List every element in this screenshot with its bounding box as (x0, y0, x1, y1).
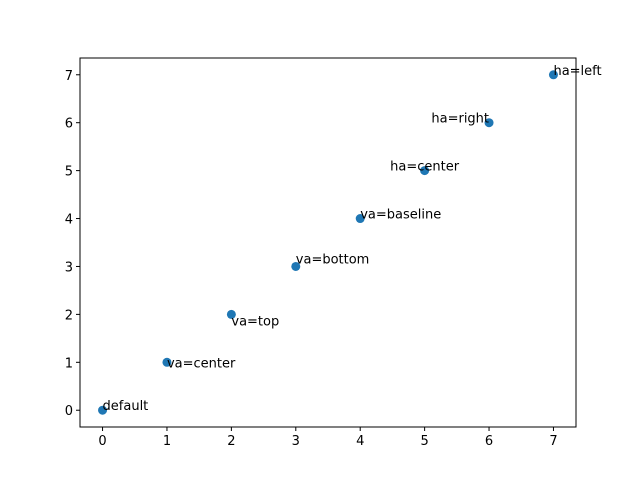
axis-ticks: 0 1 2 3 4 5 6 7 0 1 2 3 4 5 6 7 (65, 69, 558, 449)
data-point (355, 214, 365, 224)
data-point (420, 166, 430, 176)
data-point (548, 70, 558, 80)
point-label: va=top (231, 314, 279, 329)
x-tick-label: 6 (485, 434, 493, 449)
x-tick-label: 5 (420, 434, 428, 449)
data-point (226, 309, 236, 319)
axes-frame (79, 57, 577, 428)
x-tick-label: 2 (227, 434, 235, 449)
point-label: ha=left (553, 64, 601, 79)
point-label: va=center (167, 356, 236, 371)
data-point (484, 118, 494, 128)
x-tick-label: 4 (356, 434, 364, 449)
x-tick-label: 7 (549, 434, 557, 449)
x-tick-label: 0 (98, 434, 106, 449)
data-points (98, 70, 558, 415)
point-label: va=bottom (296, 252, 370, 267)
y-tick-label: 0 (65, 404, 73, 419)
y-tick-label: 7 (65, 69, 73, 84)
x-tick-label: 3 (292, 434, 300, 449)
point-label: ha=center (390, 160, 460, 175)
point-label: default (103, 399, 149, 414)
data-point (162, 357, 172, 367)
data-point (98, 405, 108, 415)
y-tick-label: 1 (65, 356, 73, 371)
y-tick-label: 6 (65, 117, 73, 132)
y-tick-label: 3 (65, 260, 73, 275)
x-tick-label: 1 (163, 434, 171, 449)
y-tick-label: 2 (65, 308, 73, 323)
y-tick-label: 5 (65, 165, 73, 180)
point-labels: default va=center va=top va=bottom va=baseli… (103, 64, 602, 414)
y-tick-label: 4 (65, 213, 73, 228)
data-point (291, 261, 301, 271)
point-label: ha=right (431, 112, 489, 127)
point-label: va=baseline (360, 208, 441, 223)
